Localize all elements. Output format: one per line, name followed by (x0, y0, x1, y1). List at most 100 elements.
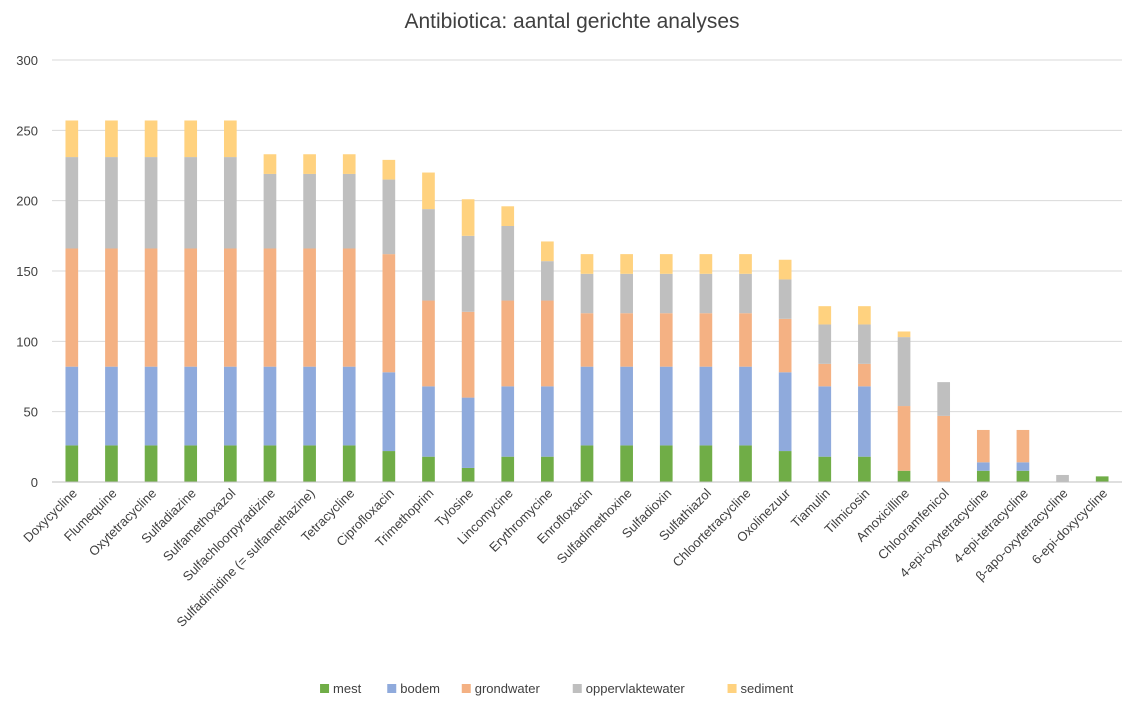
y-tick-label: 50 (24, 405, 38, 420)
bar-mest-23 (976, 470, 990, 482)
bar-mest-26 (1095, 476, 1109, 482)
bar-mest-8 (382, 451, 396, 482)
bar-sediment-15 (659, 254, 673, 274)
bar-mest-24 (1016, 470, 1030, 482)
bar-mest-10 (461, 467, 475, 482)
bar-mest-11 (501, 456, 515, 482)
bar-sediment-1 (105, 120, 118, 158)
legend-swatch-mest (320, 684, 330, 693)
bar-grondwater-14 (620, 313, 633, 367)
bar-oppervlaktewater-14 (620, 273, 633, 314)
legend: mest bodem grondwater oppervlaktewater sedim… (320, 681, 794, 696)
bar-sediment-17 (739, 254, 752, 274)
bar-oppervlaktewater-8 (382, 179, 396, 255)
bar-grondwater-21 (897, 406, 911, 471)
bar-grondwater-24 (1016, 429, 1030, 463)
bar-grondwater-6 (303, 248, 316, 367)
bar-mest-4 (223, 445, 237, 482)
bar-bodem-6 (303, 366, 316, 446)
bar-bodem-14 (620, 366, 633, 446)
bar-grondwater-8 (382, 254, 396, 373)
bar-bodem-11 (501, 386, 515, 457)
bar-sediment-4 (223, 120, 237, 158)
bar-bodem-1 (105, 366, 118, 446)
bar-mest-14 (620, 445, 633, 482)
x-axis-labels: DoxycyclineFlumequineOxytetracyclineSulf… (20, 485, 1110, 630)
bar-bodem-8 (382, 372, 396, 452)
legend-label-oppervlaktewater: oppervlaktewater (586, 681, 686, 696)
bar-grondwater-19 (818, 363, 832, 387)
bar-bodem-24 (1016, 462, 1030, 471)
legend-swatch-bodem (387, 684, 397, 693)
chart-title: Antibiotica: aantal gerichte analyses (404, 10, 739, 33)
bar-mest-3 (184, 445, 198, 482)
bar-sediment-3 (184, 120, 198, 158)
bar-bodem-2 (144, 366, 158, 446)
bar-sediment-0 (65, 120, 79, 158)
bar-grondwater-5 (263, 248, 277, 367)
bar-sediment-16 (699, 254, 713, 274)
x-tick-label: Sulfamethoxazol (160, 485, 239, 564)
bar-sediment-21 (897, 331, 911, 338)
bar-oppervlaktewater-13 (580, 273, 594, 314)
bar-mest-16 (699, 445, 713, 482)
bar-oppervlaktewater-6 (303, 173, 316, 249)
bar-bodem-5 (263, 366, 277, 446)
bar-oppervlaktewater-7 (342, 173, 356, 249)
bar-oppervlaktewater-10 (461, 235, 475, 312)
bar-bodem-3 (184, 366, 198, 446)
bar-grondwater-15 (659, 313, 673, 367)
bar-sediment-6 (303, 154, 316, 174)
bar-mest-5 (263, 445, 277, 482)
bar-oppervlaktewater-15 (659, 273, 673, 314)
legend-label-mest: mest (333, 681, 362, 696)
bar-mest-6 (303, 445, 316, 482)
y-tick-label: 0 (31, 475, 38, 490)
bar-grondwater-7 (342, 248, 356, 367)
bar-sediment-8 (382, 159, 396, 180)
bar-oppervlaktewater-0 (65, 157, 79, 249)
bar-bodem-9 (422, 386, 435, 457)
bar-mest-13 (580, 445, 594, 482)
bar-bodem-4 (223, 366, 237, 446)
y-tick-label: 150 (16, 264, 38, 279)
bar-grondwater-17 (739, 313, 752, 367)
bar-grondwater-10 (461, 311, 475, 398)
legend-label-grondwater: grondwater (475, 681, 541, 696)
bar-sediment-20 (858, 306, 871, 325)
bar-bodem-0 (65, 366, 79, 446)
bar-bodem-20 (858, 386, 871, 457)
legend-label-sediment: sediment (741, 681, 794, 696)
bar-grondwater-9 (422, 300, 435, 387)
bar-grondwater-11 (501, 300, 515, 387)
bar-grondwater-2 (144, 248, 158, 367)
bar-oppervlaktewater-17 (739, 273, 752, 314)
y-tick-label: 300 (16, 53, 38, 68)
bar-grondwater-0 (65, 248, 79, 367)
bar-mest-12 (541, 456, 554, 482)
bar-oppervlaktewater-5 (263, 173, 277, 249)
bar-oppervlaktewater-2 (144, 157, 158, 249)
bar-oppervlaktewater-3 (184, 157, 198, 249)
x-tick-label: Chlooramfenicol (875, 485, 952, 562)
legend-swatch-grondwater (461, 684, 471, 693)
bar-mest-7 (342, 445, 356, 482)
bar-mest-17 (739, 445, 752, 482)
bar-mest-2 (144, 445, 158, 482)
bar-mest-15 (659, 445, 673, 482)
bar-grondwater-1 (105, 248, 118, 367)
x-tick-label: 6-epi-doxycycline (1029, 486, 1111, 568)
bar-grondwater-4 (223, 248, 237, 367)
bar-sediment-2 (144, 120, 158, 158)
bar-bodem-10 (461, 397, 475, 468)
bar-oppervlaktewater-12 (541, 261, 554, 301)
bar-sediment-19 (818, 306, 832, 325)
bar-bodem-16 (699, 366, 713, 446)
bar-sediment-11 (501, 206, 515, 226)
y-tick-label: 100 (16, 334, 38, 349)
bar-oppervlaktewater-4 (223, 157, 237, 249)
bar-grondwater-18 (778, 318, 792, 373)
bar-mest-21 (897, 470, 911, 482)
bar-sediment-10 (461, 199, 475, 236)
